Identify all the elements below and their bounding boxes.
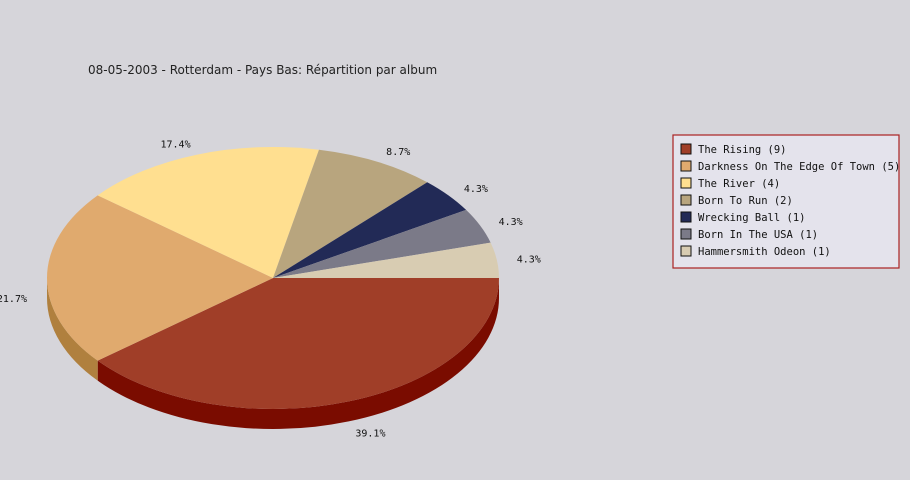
pie-slice-1 (47, 195, 274, 361)
legend-label-3: Born To Run (2) (698, 195, 793, 207)
pie-slice-4 (273, 182, 467, 278)
pie-pct-label-3: 8.7% (386, 147, 410, 158)
legend: The Rising (9) Darkness On The Edge Of To… (672, 134, 900, 269)
legend-label-6: Hammersmith Odeon (1) (698, 246, 831, 258)
legend-swatch-5 (680, 228, 692, 240)
pie-pct-label-5: 4.3% (499, 217, 523, 228)
pie-side-1 (47, 278, 98, 381)
pie-pct-label-1: 21.7% (0, 294, 27, 305)
pie-pct-label-2: 17.4% (161, 139, 191, 150)
pie-side-0 (97, 278, 500, 429)
pie-slice-3 (273, 149, 428, 278)
legend-label-5: Born In The USA (1) (698, 229, 818, 241)
legend-swatch-0 (680, 143, 692, 155)
pie-slice-0 (97, 278, 500, 409)
pie-slice-2 (97, 147, 319, 278)
chart-title: 08-05-2003 - Rotterdam - Pays Bas: Répar… (88, 63, 437, 77)
legend-label-1: Darkness On The Edge Of Town (5) (698, 161, 900, 173)
pie-pct-label-4: 4.3% (464, 184, 488, 195)
legend-swatch-1 (680, 160, 692, 172)
pie-slice-5 (273, 209, 491, 278)
pie-labels-group: 39.1% 21.7% 17.4% 8.7% 4.3% 4.3% 4.3% (0, 139, 541, 439)
legend-label-2: The River (4) (698, 178, 780, 190)
legend-label-0: The Rising (9) (698, 144, 787, 156)
pie-depth-group (47, 278, 500, 429)
pie-pct-label-6: 4.3% (517, 255, 541, 266)
pie-slice-6 (273, 242, 499, 278)
pie-pct-label-0: 39.1% (355, 429, 385, 440)
legend-label-4: Wrecking Ball (1) (698, 212, 805, 224)
legend-swatch-3 (680, 194, 692, 206)
legend-swatch-6 (680, 245, 692, 257)
legend-swatch-4 (680, 211, 692, 223)
pie-top-group (47, 147, 500, 409)
legend-swatch-2 (680, 177, 692, 189)
legend-box (672, 134, 900, 269)
